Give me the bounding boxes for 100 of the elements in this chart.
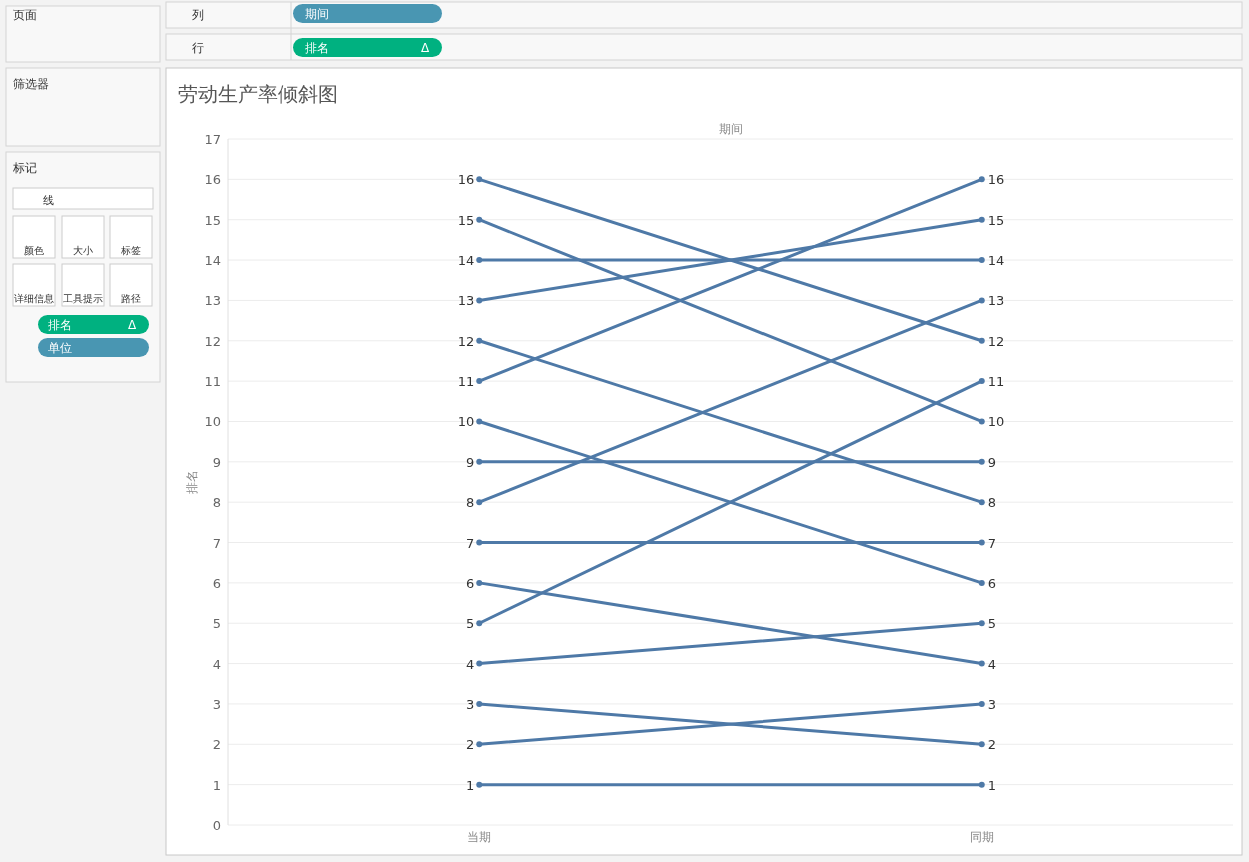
text: 路径	[121, 293, 141, 304]
point	[978, 337, 985, 344]
data-label: 8	[465, 495, 475, 511]
data-label: 3	[465, 696, 475, 712]
data-label: 8	[987, 495, 997, 511]
y-tick-label: 2	[212, 737, 221, 753]
data-label: 6	[465, 575, 475, 591]
data-label: 10	[457, 414, 475, 430]
text: 标记	[12, 161, 37, 175]
data-label: 14	[987, 253, 1005, 269]
y-tick-label: 17	[204, 132, 221, 147]
y-tick-label: 8	[212, 495, 221, 511]
y-axis-title: 排名	[185, 470, 199, 494]
point	[978, 741, 985, 748]
chart-title: 劳动生产率倾斜图	[178, 82, 338, 106]
x-tick-label: 同期	[969, 830, 994, 844]
y-tick-label: 16	[204, 172, 221, 188]
data-label: 4	[987, 656, 997, 672]
point	[476, 216, 483, 223]
point	[476, 458, 483, 465]
data-label: 12	[457, 333, 475, 349]
data-label: 9	[987, 454, 997, 470]
y-tick-label: 10	[204, 414, 221, 430]
data-label: 14	[457, 253, 475, 269]
point	[978, 579, 985, 586]
text: 详细信息	[14, 293, 54, 304]
y-tick-label: 9	[212, 454, 221, 470]
point	[476, 418, 483, 425]
data-label: 12	[987, 333, 1005, 349]
point	[476, 176, 483, 183]
point	[978, 216, 985, 223]
x-tick-label: 当期	[467, 830, 492, 844]
point	[476, 620, 483, 627]
y-tick-label: 5	[212, 616, 221, 632]
data-label: 6	[987, 575, 997, 591]
text: 排名	[48, 318, 72, 332]
text: 大小	[73, 245, 93, 256]
point	[476, 297, 483, 304]
point	[978, 620, 985, 627]
y-tick-label: 0	[212, 818, 221, 833]
point	[978, 378, 985, 385]
y-tick-label: 7	[212, 535, 221, 551]
point	[978, 700, 985, 707]
text: Δ	[420, 41, 430, 55]
point	[978, 176, 985, 183]
y-tick-label: 1	[212, 777, 221, 793]
point	[476, 539, 483, 546]
data-label: 1	[465, 777, 475, 793]
data-label: 15	[457, 212, 475, 228]
data-label: 11	[457, 374, 475, 390]
data-label: 13	[457, 293, 475, 309]
point	[476, 741, 483, 748]
data-label: 9	[465, 454, 475, 470]
data-label: 1	[987, 777, 997, 793]
point	[476, 257, 483, 264]
point	[476, 660, 483, 667]
data-label: 15	[987, 212, 1005, 228]
text: 颜色	[24, 245, 44, 256]
data-label: 4	[465, 656, 475, 672]
text: 页面	[13, 8, 37, 22]
text: 期间	[305, 7, 329, 21]
y-tick-label: 15	[204, 212, 221, 228]
y-tick-label: 4	[212, 656, 221, 672]
y-tick-label: 12	[204, 333, 221, 349]
y-tick-label: 6	[212, 575, 221, 591]
data-label: 7	[465, 535, 475, 551]
data-label: 16	[987, 172, 1005, 188]
data-label: 11	[987, 374, 1005, 390]
data-label: 7	[987, 535, 997, 551]
data-label: 13	[987, 293, 1005, 309]
y-tick-label: 14	[204, 253, 221, 269]
point	[978, 499, 985, 506]
point	[978, 539, 985, 546]
data-label: 16	[457, 172, 475, 188]
text: 筛选器	[13, 77, 49, 91]
point	[476, 700, 483, 707]
point	[978, 257, 985, 264]
data-label: 2	[465, 737, 475, 753]
text: 工具提示	[63, 293, 103, 304]
text: 标签	[120, 245, 141, 256]
y-tick-label: 3	[212, 696, 221, 712]
text: 列	[192, 8, 204, 22]
data-label: 5	[465, 616, 475, 632]
data-label: 3	[987, 696, 997, 712]
point	[978, 458, 985, 465]
point	[978, 418, 985, 425]
text: 行	[192, 41, 204, 55]
point	[476, 579, 483, 586]
x-axis-title: 期间	[718, 122, 743, 136]
point	[476, 337, 483, 344]
data-label: 5	[987, 616, 997, 632]
y-tick-label: 13	[204, 293, 221, 309]
data-label: 2	[987, 737, 997, 753]
point	[978, 660, 985, 667]
data-label: 10	[987, 414, 1005, 430]
text: 单位	[48, 341, 72, 355]
point	[476, 781, 483, 788]
point	[476, 499, 483, 506]
point	[978, 297, 985, 304]
y-tick-label: 11	[204, 374, 221, 390]
